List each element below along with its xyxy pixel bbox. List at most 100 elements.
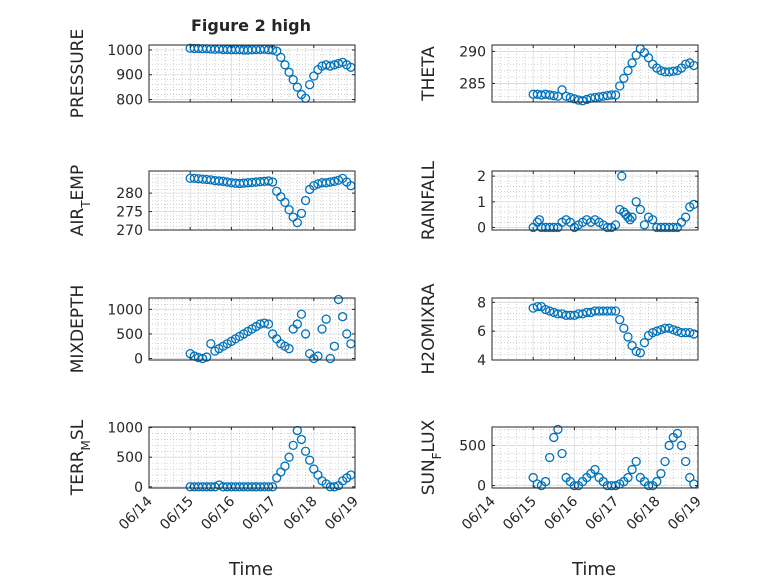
subplot-h2omixra: 4 6 8 H2OMIXRA bbox=[419, 283, 699, 375]
y-tick-label: 800 bbox=[116, 93, 143, 109]
data-point bbox=[309, 71, 319, 81]
data-point bbox=[292, 217, 302, 228]
y-axis-label-subscript: T bbox=[79, 200, 93, 209]
data-point bbox=[627, 58, 637, 68]
subplot-terr-msl: 0 500 1000 TERRMSL 06/14 06/15 06/16 06/17 06/18… bbox=[68, 419, 362, 533]
data-point bbox=[284, 452, 294, 462]
data-point bbox=[623, 472, 633, 483]
y-axis-label: H2OMIXRA bbox=[419, 283, 439, 374]
data-point bbox=[656, 468, 666, 479]
subplot-sun-flux: 0 500 SUNFLUX 06/14 06/15 06/16 06/17 06/18 06/1… bbox=[419, 419, 705, 533]
y-tick-label: 1000 bbox=[107, 421, 143, 437]
y-tick-label: 275 bbox=[116, 205, 143, 221]
data-point bbox=[668, 66, 678, 76]
y-tick-label: 500 bbox=[116, 450, 143, 466]
figure-title: Figure 2 high bbox=[191, 16, 311, 35]
x-tick-label: 06/16 bbox=[541, 493, 581, 533]
data-point bbox=[680, 212, 691, 222]
data-point bbox=[643, 480, 654, 491]
data-point bbox=[648, 215, 658, 225]
data-point bbox=[582, 94, 592, 105]
y-tick-label: 0 bbox=[477, 479, 486, 495]
y-tick-label: 500 bbox=[459, 438, 486, 454]
data-point bbox=[660, 456, 670, 467]
axes-box bbox=[491, 44, 699, 103]
data-point bbox=[284, 67, 294, 77]
data-point bbox=[337, 312, 348, 322]
data-point bbox=[610, 306, 621, 316]
y-axis-label: MIXDEPTH bbox=[68, 285, 88, 374]
data-point bbox=[263, 319, 274, 329]
data-point bbox=[305, 80, 315, 90]
data-point bbox=[606, 306, 617, 316]
data-point bbox=[329, 60, 340, 70]
data-point bbox=[652, 326, 662, 336]
data-point bbox=[619, 73, 629, 83]
x-tick-label: 06/14 bbox=[116, 493, 156, 533]
x-tick-label: 06/17 bbox=[240, 494, 280, 534]
data-point bbox=[325, 353, 335, 364]
data-point bbox=[639, 338, 650, 348]
data-point bbox=[300, 329, 311, 339]
data-point bbox=[557, 85, 567, 95]
y-axis-label-main: SUN bbox=[419, 459, 439, 495]
data-point bbox=[280, 60, 290, 70]
y-tick-label: 4 bbox=[477, 353, 486, 369]
data-point bbox=[635, 348, 645, 358]
y-axis-label-rest: EMP bbox=[68, 165, 88, 201]
data-point bbox=[648, 327, 658, 338]
data-point bbox=[329, 482, 340, 492]
data-point bbox=[615, 81, 625, 91]
data-point bbox=[333, 294, 344, 305]
subplot-pressure: 800 900 1000 PRESSURE bbox=[68, 29, 356, 118]
y-tick-label: 1000 bbox=[107, 43, 143, 59]
data-point bbox=[615, 314, 625, 325]
data-point bbox=[317, 324, 327, 334]
y-axis-label-subscript: M bbox=[79, 440, 93, 450]
data-point bbox=[305, 455, 315, 465]
data-point bbox=[623, 212, 633, 222]
y-tick-label: 0 bbox=[477, 220, 486, 236]
y-tick-label: 2 bbox=[477, 169, 486, 185]
data-point bbox=[296, 208, 307, 219]
data-point bbox=[631, 456, 641, 467]
data-point bbox=[545, 306, 555, 316]
x-axis-label-left: Time bbox=[228, 559, 273, 580]
data-point bbox=[685, 327, 695, 338]
subplot-mixdepth: 0 500 1000 MIXDEPTH bbox=[68, 285, 356, 374]
y-tick-label: 1 bbox=[477, 195, 486, 211]
data-point bbox=[590, 464, 600, 475]
data-point bbox=[280, 197, 290, 207]
data-point bbox=[627, 464, 637, 475]
data-point bbox=[296, 434, 307, 445]
data-point bbox=[664, 440, 674, 451]
data-point bbox=[623, 65, 633, 76]
data-point bbox=[549, 90, 559, 101]
data-point bbox=[676, 440, 687, 451]
data-point bbox=[602, 222, 613, 233]
data-point bbox=[553, 424, 563, 435]
data-point bbox=[668, 222, 678, 233]
y-tick-label: 0 bbox=[134, 480, 143, 496]
data-point bbox=[619, 323, 629, 333]
x-tick-label: 06/14 bbox=[459, 493, 499, 533]
data-point bbox=[267, 482, 278, 492]
data-point bbox=[664, 323, 674, 333]
axes-box bbox=[491, 426, 699, 489]
x-tick-label: 06/16 bbox=[198, 493, 238, 533]
data-point bbox=[292, 82, 302, 92]
data-point bbox=[569, 94, 580, 104]
y-axis-label-main: TERR bbox=[68, 450, 88, 496]
data-point bbox=[329, 176, 340, 186]
data-point bbox=[685, 472, 695, 483]
data-point bbox=[321, 314, 331, 324]
axes-box bbox=[148, 44, 356, 103]
data-point bbox=[263, 176, 274, 186]
data-point bbox=[280, 461, 290, 471]
axes-box bbox=[148, 297, 356, 361]
subplot-air-temp: 270 275 280 AIRTEMP bbox=[68, 165, 356, 239]
data-point bbox=[635, 204, 645, 215]
y-axis-label-subscript: F bbox=[430, 452, 444, 459]
